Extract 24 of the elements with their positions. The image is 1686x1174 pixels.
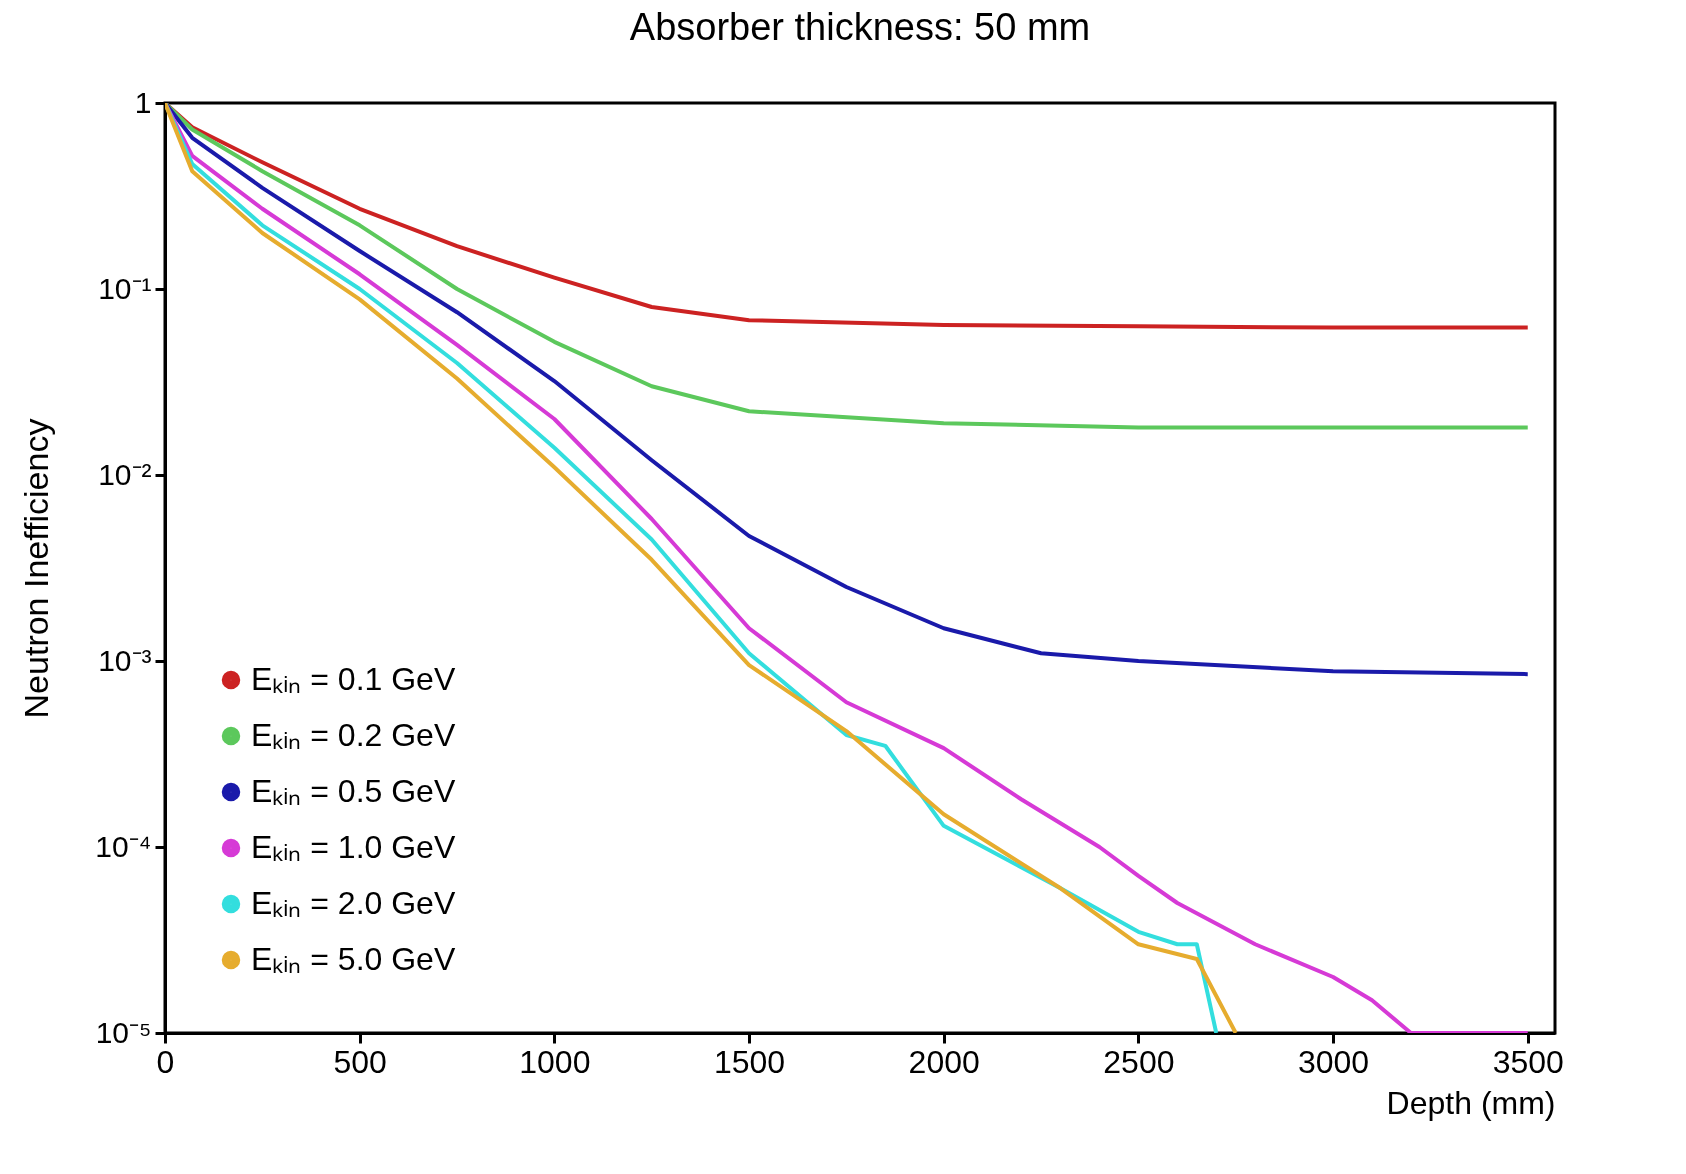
legend-label: Eₖᵢₙ = 0.5 GeV [251, 773, 456, 809]
x-tick-label: 1000 [519, 1043, 591, 1080]
x-tick-label: 0 [156, 1043, 175, 1080]
legend-label: Eₖᵢₙ = 5.0 GeV [251, 941, 456, 977]
y-tick-label: 10⁻¹ [98, 271, 152, 305]
x-tick-label: 1500 [713, 1043, 786, 1080]
chart-title: Absorber thickness: 50 mm [629, 6, 1091, 48]
legend-label: Eₖᵢₙ = 2.0 GeV [251, 885, 456, 921]
x-tick-label: 2000 [908, 1043, 980, 1080]
y-tick-label: 1 [134, 85, 152, 119]
y-tick-label: 10⁻³ [98, 643, 152, 677]
x-tick-label: 3500 [1492, 1043, 1564, 1080]
legend-label: Eₖᵢₙ = 1.0 GeV [251, 829, 456, 865]
x-tick-label: 2500 [1103, 1043, 1175, 1080]
y-axis-title: Neutron Inefficiency [17, 418, 56, 719]
y-tick-label: 10⁻⁴ [95, 829, 152, 863]
x-tick-label: 3000 [1297, 1043, 1370, 1080]
y-tick-label: 10⁻² [98, 457, 152, 491]
x-tick-label: 500 [333, 1043, 387, 1080]
y-tick-label: 10⁻⁵ [95, 1015, 152, 1049]
legend-label: Eₖᵢₙ = 0.1 GeV [251, 661, 456, 697]
legend-label: Eₖᵢₙ = 0.2 GeV [251, 717, 456, 753]
line-series [165, 103, 1530, 330]
x-axis-title: Depth (mm) [1386, 1084, 1556, 1121]
